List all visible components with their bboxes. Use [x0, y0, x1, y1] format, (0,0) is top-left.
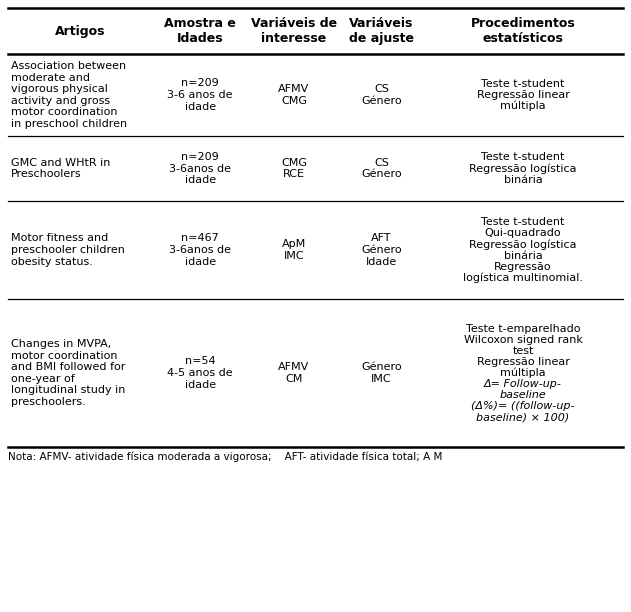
Text: AFMV
CMG: AFMV CMG — [278, 84, 310, 106]
Text: Variáveis de
interesse: Variáveis de interesse — [251, 17, 337, 45]
Text: Qui-quadrado: Qui-quadrado — [485, 228, 562, 239]
Text: Artigos: Artigos — [55, 24, 105, 37]
Text: baseline: baseline — [500, 390, 546, 400]
Text: (Δ%)= ((follow-up-: (Δ%)= ((follow-up- — [471, 401, 575, 411]
Text: Regressão linear: Regressão linear — [476, 90, 570, 100]
Text: Nota: AFMV- atividade física moderada a vigorosa;    AFT- atividade física total: Nota: AFMV- atividade física moderada a … — [8, 452, 442, 463]
Text: AFT
Género
Idade: AFT Género Idade — [362, 233, 402, 267]
Text: n=54
4-5 anos de
idade: n=54 4-5 anos de idade — [167, 356, 233, 390]
Text: Δ= Follow-up-: Δ= Follow-up- — [484, 379, 562, 389]
Text: Teste t-student: Teste t-student — [481, 79, 565, 89]
Text: Variáveis
de ajuste: Variáveis de ajuste — [349, 17, 414, 45]
Text: n=467
3-6anos de
idade: n=467 3-6anos de idade — [169, 233, 231, 267]
Text: GMC and WHtR in
Preschoolers: GMC and WHtR in Preschoolers — [11, 158, 110, 179]
Text: binária: binária — [504, 250, 543, 261]
Text: Regressão logística: Regressão logística — [469, 239, 577, 250]
Text: n=209
3-6anos de
idade: n=209 3-6anos de idade — [169, 152, 231, 185]
Text: baseline) × 100): baseline) × 100) — [476, 412, 570, 422]
Text: Procedimentos
estatísticos: Procedimentos estatísticos — [471, 17, 575, 45]
Text: Teste t-student: Teste t-student — [481, 152, 565, 162]
Text: AFMV
CM: AFMV CM — [278, 362, 310, 384]
Text: múltipla: múltipla — [500, 368, 546, 378]
Text: múltipla: múltipla — [500, 101, 546, 111]
Text: Teste t-emparelhado: Teste t-emparelhado — [466, 324, 581, 334]
Text: logística multinomial.: logística multinomial. — [463, 272, 583, 283]
Text: Regressão linear: Regressão linear — [476, 357, 570, 367]
Text: Association between
moderate and
vigorous physical
activity and gross
motor coor: Association between moderate and vigorou… — [11, 61, 127, 129]
Text: CS
Género: CS Género — [362, 84, 402, 106]
Text: CMG
RCE: CMG RCE — [281, 158, 307, 179]
Text: Regressão: Regressão — [494, 261, 552, 272]
Text: CS
Género: CS Género — [362, 158, 402, 179]
Text: ApM
IMC: ApM IMC — [282, 239, 306, 261]
Text: Teste t-student: Teste t-student — [481, 217, 565, 228]
Text: Amostra e
Idades: Amostra e Idades — [164, 17, 236, 45]
Text: Regressão logística: Regressão logística — [469, 163, 577, 174]
Text: n=209
3-6 anos de
idade: n=209 3-6 anos de idade — [167, 78, 233, 111]
Text: Wilcoxon signed rank: Wilcoxon signed rank — [464, 335, 582, 345]
Text: Género
IMC: Género IMC — [362, 362, 402, 384]
Text: test: test — [512, 346, 534, 356]
Text: Motor fitness and
preschooler children
obesity status.: Motor fitness and preschooler children o… — [11, 233, 125, 267]
Text: Changes in MVPA,
motor coordination
and BMI followed for
one-year of
longitudina: Changes in MVPA, motor coordination and … — [11, 339, 126, 407]
Text: binária: binária — [504, 174, 543, 185]
